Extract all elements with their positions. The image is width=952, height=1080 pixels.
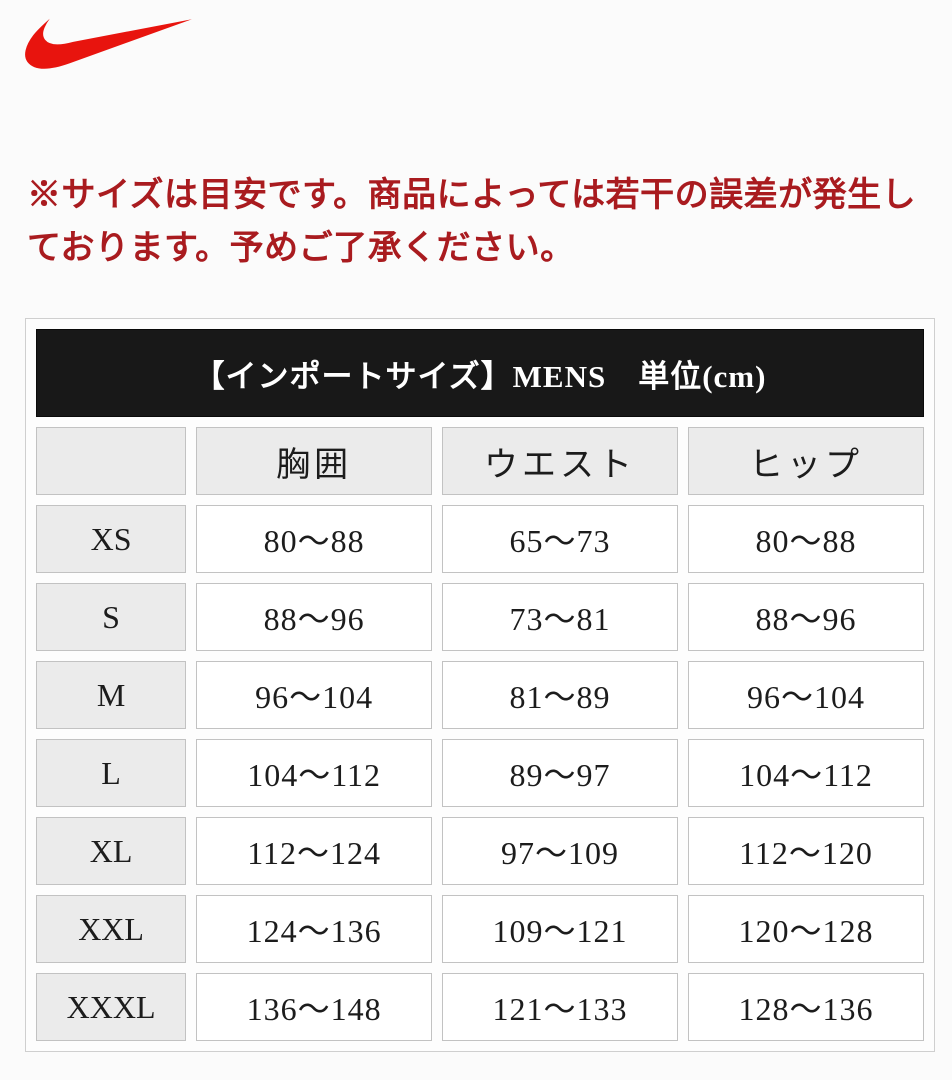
table-row: XL 112〜124 97〜109 112〜120 — [36, 817, 924, 885]
waist-value-cell: 97〜109 — [442, 817, 679, 885]
size-label-cell: M — [36, 661, 187, 729]
waist-value-cell: 81〜89 — [442, 661, 679, 729]
table-row: S 88〜96 73〜81 88〜96 — [36, 583, 924, 651]
hip-value-cell: 88〜96 — [688, 583, 924, 651]
header-chest-cell: 胸囲 — [196, 427, 433, 495]
header-waist-cell: ウエスト — [442, 427, 679, 495]
nike-swoosh-icon — [25, 11, 193, 77]
chest-value-cell: 80〜88 — [196, 505, 433, 573]
chest-value-cell: 104〜112 — [196, 739, 433, 807]
table-row: XXL 124〜136 109〜121 120〜128 — [36, 895, 924, 963]
chest-value-cell: 96〜104 — [196, 661, 433, 729]
waist-value-cell: 121〜133 — [442, 973, 679, 1041]
table-title: 【インポートサイズ】MENS 単位(cm) — [36, 329, 924, 417]
hip-value-cell: 80〜88 — [688, 505, 924, 573]
size-label-cell: XL — [36, 817, 187, 885]
chest-value-cell: 112〜124 — [196, 817, 433, 885]
chest-value-cell: 88〜96 — [196, 583, 433, 651]
size-table-container: 【インポートサイズ】MENS 単位(cm) 胸囲 ウエスト ヒップ XS 80〜8… — [25, 318, 935, 1052]
hip-value-cell: 104〜112 — [688, 739, 924, 807]
table-row: XXXL 136〜148 121〜133 128〜136 — [36, 973, 924, 1041]
size-label-cell: XXXL — [36, 973, 187, 1041]
table-row: XS 80〜88 65〜73 80〜88 — [36, 505, 924, 573]
table-header-row: 胸囲 ウエスト ヒップ — [36, 427, 924, 495]
header-hip-cell: ヒップ — [688, 427, 924, 495]
hip-value-cell: 112〜120 — [688, 817, 924, 885]
table-row: L 104〜112 89〜97 104〜112 — [36, 739, 924, 807]
size-label-cell: XXL — [36, 895, 187, 963]
hip-value-cell: 128〜136 — [688, 973, 924, 1041]
table-row: M 96〜104 81〜89 96〜104 — [36, 661, 924, 729]
size-label-cell: XS — [36, 505, 187, 573]
header-empty-cell — [36, 427, 187, 495]
waist-value-cell: 109〜121 — [442, 895, 679, 963]
import-size-table: 【インポートサイズ】MENS 単位(cm) 胸囲 ウエスト ヒップ XS 80〜8… — [25, 318, 935, 1052]
size-disclaimer-text: ※サイズは目安です。商品によっては若干の誤差が発生し ております。予めご了承くだ… — [27, 169, 932, 275]
disclaimer-line-2: ております。予めご了承ください。 — [27, 230, 575, 267]
size-label-cell: S — [36, 583, 187, 651]
waist-value-cell: 89〜97 — [442, 739, 679, 807]
size-label-cell: L — [36, 739, 187, 807]
chest-value-cell: 136〜148 — [196, 973, 433, 1041]
chest-value-cell: 124〜136 — [196, 895, 433, 963]
waist-value-cell: 73〜81 — [442, 583, 679, 651]
waist-value-cell: 65〜73 — [442, 505, 679, 573]
size-table-body: XS 80〜88 65〜73 80〜88 S 88〜96 73〜81 88〜96 M 96〜104… — [36, 505, 924, 1041]
table-title-row: 【インポートサイズ】MENS 単位(cm) — [36, 329, 924, 417]
disclaimer-line-1: ※サイズは目安です。商品によっては若干の誤差が発生し — [27, 177, 917, 214]
hip-value-cell: 96〜104 — [688, 661, 924, 729]
hip-value-cell: 120〜128 — [688, 895, 924, 963]
